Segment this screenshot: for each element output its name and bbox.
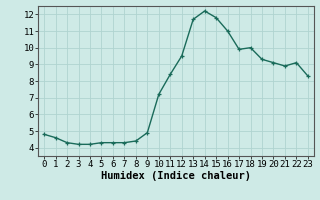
X-axis label: Humidex (Indice chaleur): Humidex (Indice chaleur) xyxy=(101,171,251,181)
